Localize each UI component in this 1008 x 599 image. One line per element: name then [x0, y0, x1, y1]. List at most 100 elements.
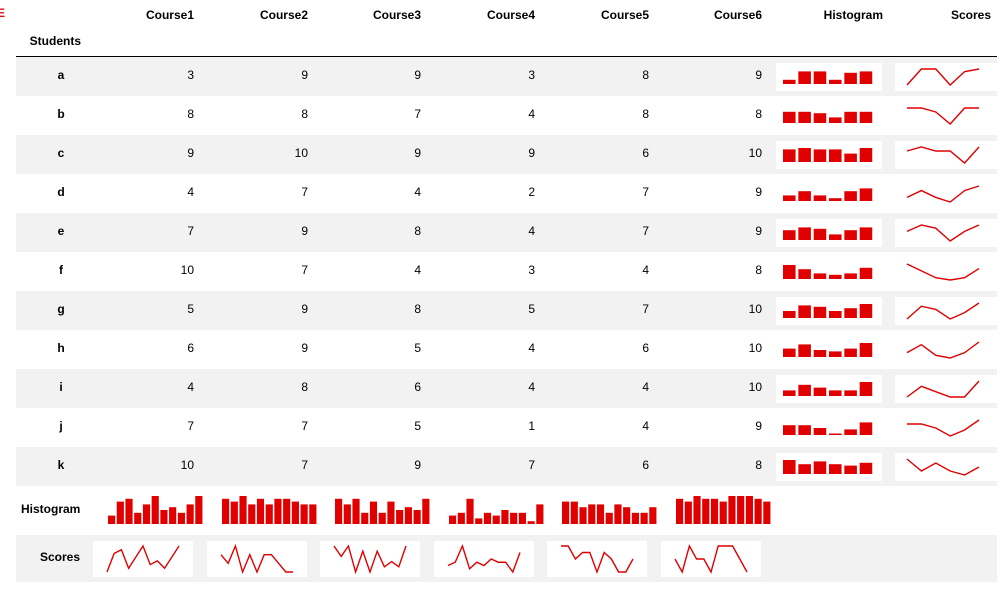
score-cell: 5 [528, 302, 535, 316]
histogram-bar [465, 498, 474, 524]
row-label: g [57, 302, 65, 316]
histogram-bar [783, 149, 796, 162]
score-cell: 9 [755, 185, 762, 199]
histogram-bar [614, 504, 622, 524]
course-histogram [560, 494, 660, 530]
histogram-bar [343, 504, 351, 524]
histogram-bar [308, 504, 316, 524]
score-cell: 9 [301, 341, 308, 355]
histogram-bar [844, 465, 857, 474]
row-scores-sparkline [895, 141, 1001, 169]
histogram-bar [273, 498, 282, 524]
score-cell: 8 [301, 107, 308, 121]
row-scores-sparkline [895, 453, 1001, 481]
histogram-bar [745, 496, 753, 524]
histogram-bar [783, 265, 796, 279]
scores-line [333, 544, 407, 575]
histogram-bar [829, 234, 842, 240]
course-scores-sparkline [547, 541, 647, 577]
score-cell: 10 [180, 263, 194, 277]
score-cell: 4 [528, 380, 535, 394]
score-cell: 3 [528, 68, 535, 82]
table-row: f 10 7 4 3 4 8 [16, 252, 1001, 291]
score-cell: 2 [528, 185, 535, 199]
histogram-bar [649, 507, 657, 524]
histogram-bar [813, 195, 827, 201]
histogram-bar [813, 149, 827, 162]
score-cell: 4 [528, 107, 535, 121]
histogram-bar [783, 195, 796, 201]
scores-line [907, 419, 980, 437]
column-header-course4: Course4 [486, 8, 535, 22]
table-row: i 4 8 6 4 4 10 [16, 369, 1001, 408]
histogram-bar [142, 504, 151, 524]
row-label: f [59, 263, 63, 277]
score-cell: 1 [528, 419, 535, 433]
course-histogram [674, 494, 774, 530]
histogram-bar [829, 464, 842, 474]
histogram-bar [844, 191, 857, 201]
histogram-bar [813, 306, 827, 318]
table-row: b 8 8 7 4 8 8 [16, 96, 1001, 135]
course-scores-sparkline [320, 541, 420, 577]
histogram-bar [361, 512, 369, 524]
histogram-bar [798, 227, 811, 240]
histogram-bar [177, 512, 185, 524]
histogram-bar [457, 512, 465, 524]
histogram-bar [605, 512, 613, 524]
histogram-bar [134, 512, 142, 524]
score-cell: 4 [528, 341, 535, 355]
score-cell: 6 [642, 341, 649, 355]
score-cell: 9 [301, 68, 308, 82]
row-label: j [59, 419, 63, 433]
score-cell: 7 [187, 419, 194, 433]
scores-line [906, 341, 980, 359]
scores-line [906, 302, 980, 320]
row-scores-sparkline [895, 63, 1001, 91]
histogram-bar [116, 501, 124, 524]
scores-line [906, 263, 980, 281]
table-row: d 4 7 4 2 7 9 [16, 174, 1001, 213]
row-scores-sparkline [895, 414, 1001, 442]
scores-line [906, 68, 980, 86]
histogram-bar [859, 343, 873, 357]
table-row: a 3 9 9 3 8 9 [16, 57, 1001, 96]
score-cell: 5 [414, 341, 421, 355]
histogram-bar [736, 496, 744, 524]
row-label: i [59, 380, 63, 394]
histogram-bar [247, 504, 255, 524]
histogram-bar [859, 462, 873, 474]
course-scores-sparkline [433, 541, 534, 577]
histogram-bar [256, 498, 264, 524]
score-cell: 6 [187, 341, 194, 355]
histogram-bar [291, 501, 299, 524]
score-cell: 8 [301, 380, 308, 394]
histogram-bar [844, 390, 857, 396]
course-histogram [447, 494, 547, 530]
row-scores-sparkline [895, 336, 1001, 364]
histogram-bar [859, 111, 873, 123]
score-cell: 10 [748, 341, 762, 355]
score-cell: 6 [642, 146, 649, 160]
row-histogram [776, 414, 882, 442]
column-header-course5: Course5 [600, 8, 649, 22]
histogram-bar [631, 512, 639, 524]
histogram-bar [798, 305, 811, 318]
table-row: e 7 9 8 4 7 9 [16, 213, 1001, 252]
row-label: b [57, 107, 65, 121]
score-cell: 5 [414, 419, 421, 433]
histogram-bar [579, 507, 587, 524]
histogram-bar [813, 350, 827, 357]
histogram-bar [783, 348, 796, 357]
histogram-bar [829, 149, 842, 162]
histogram-bar [844, 230, 857, 240]
histogram-bar [813, 228, 827, 240]
column-header-course3: Course3 [372, 8, 421, 22]
row-histogram [776, 180, 882, 208]
histogram-bar [859, 304, 873, 318]
histogram-bar [186, 504, 194, 524]
row-label: a [57, 68, 65, 82]
score-cell: 4 [642, 380, 649, 394]
histogram-bar [829, 198, 842, 201]
histogram-bar [387, 501, 395, 524]
